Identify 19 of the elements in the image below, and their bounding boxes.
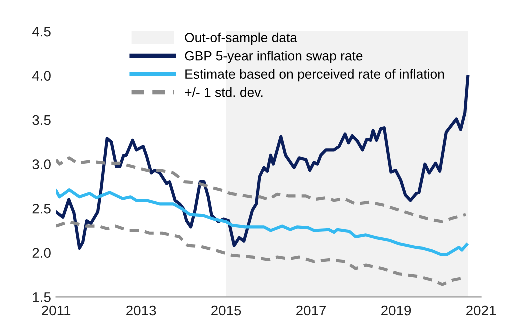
y-tick-label: 4.0 [32,71,51,81]
y-tick-label: 3.0 [32,160,51,170]
y-tick-label: 1.5 [33,292,51,302]
band-label: Out-of-sample data [185,32,298,46]
y-tick-label: 2.0 [32,248,51,258]
x-tick-label: 2013 [126,306,156,316]
x-tick-label: 2021 [466,306,496,316]
line-series [56,156,468,224]
legend-label: GBP 5-year inflation swap rate [185,51,363,64]
y-tick-label: 2.5 [32,204,51,214]
x-tick-label: 2015 [212,306,242,316]
legend-label: +/- 1 std. dev. [185,88,263,98]
y-tick-label: 3.5 [32,115,51,126]
x-tick-label: 2017 [296,306,326,316]
legend-label: Estimate based on perceived rate of inflation [186,69,444,82]
line-series [56,188,468,256]
x-tick-label: 2019 [382,306,412,316]
x-tick-label: 2011 [42,306,71,316]
y-tick-label: 4.5 [32,27,51,37]
